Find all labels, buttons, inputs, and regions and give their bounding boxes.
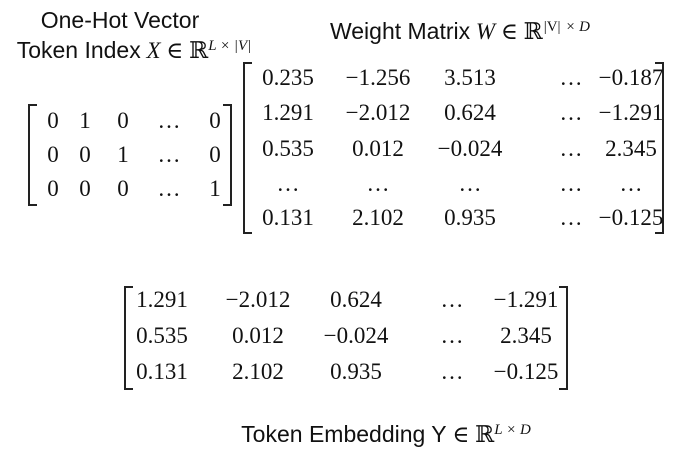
- matrix-cell: 0: [209, 142, 221, 167]
- matrix-cell: 0: [117, 108, 129, 133]
- matrix-cell: −1.291: [493, 287, 559, 312]
- matrix-cell: −2.012: [225, 287, 291, 312]
- reals-symbol: ℝ: [523, 19, 543, 44]
- weight-dimension-vocab: |V|: [543, 18, 561, 35]
- matrix-cell: 0.235: [262, 65, 314, 90]
- matrix-cell: 0.535: [136, 323, 188, 348]
- matrix-cell: 0: [209, 108, 221, 133]
- matrix-cell: …: [619, 171, 643, 196]
- matrix-cell: …: [440, 359, 464, 384]
- matrix-cell: 0.131: [136, 359, 188, 384]
- weight-dimension-d: × D: [561, 18, 591, 35]
- matrix-cell: 2.345: [605, 136, 657, 161]
- matrix-cell: …: [157, 108, 181, 133]
- token-embedding-label: Token Embedding Y ∈ ℝL × D: [241, 421, 531, 448]
- matrix-cell: 0.624: [444, 100, 496, 125]
- matrix-cell: 2.102: [352, 205, 404, 230]
- matrix-cell: 0: [47, 176, 59, 201]
- in-symbol: ∈: [500, 19, 518, 44]
- weight-matrix-text: Weight Matrix: [329, 18, 471, 44]
- left-bracket: [243, 62, 252, 234]
- matrix-cell: −0.187: [598, 65, 664, 90]
- right-bracket: [655, 62, 664, 234]
- matrix-cell: 1.291: [262, 100, 314, 125]
- matrix-cell: 0: [47, 108, 59, 133]
- matrix-cell: 0: [47, 142, 59, 167]
- matrix-cell: 0.012: [352, 136, 404, 161]
- left-bracket: [28, 104, 37, 206]
- matrix-cell: …: [366, 171, 390, 196]
- matrix-cell: 2.102: [232, 359, 284, 384]
- weight-matrix: 0.235 −1.256 3.513 … −0.187 1.291 −2.012 0.624 ……: [243, 62, 664, 234]
- matrix-cell: 0.535: [262, 136, 314, 161]
- matrix-cell: …: [276, 171, 300, 196]
- matrix-cell: −1.291: [598, 100, 664, 125]
- matrix-cell: 0.012: [232, 323, 284, 348]
- reals-symbol: ℝ: [475, 422, 495, 447]
- matrix-cell: 0.131: [262, 205, 314, 230]
- in-symbol: ∈: [166, 38, 184, 63]
- matrix-cell: 0: [79, 176, 91, 201]
- left-bracket: [124, 286, 133, 390]
- matrix-cell: …: [440, 323, 464, 348]
- matrix-cell: 0: [117, 176, 129, 201]
- one-hot-matrix-grid: 0 1 0… 0 0 0 1… 0 0 0 0… 1: [28, 104, 232, 206]
- right-bracket: [559, 286, 568, 390]
- one-hot-vector-title-text: One-Hot Vector: [40, 7, 200, 33]
- matrix-cell: −0.125: [493, 359, 559, 384]
- one-hot-vector-title: One-Hot Vector: [41, 7, 200, 34]
- matrix-cell: 1: [117, 142, 129, 167]
- matrix-cell: …: [157, 142, 181, 167]
- one-hot-matrix: 0 1 0… 0 0 0 1… 0 0 0 0… 1: [28, 104, 232, 206]
- weight-matrix-label: Weight Matrix W ∈ ℝ|V| × D: [330, 18, 590, 45]
- weight-matrix-variable: W: [475, 19, 496, 44]
- matrix-cell: −1.256: [345, 65, 411, 90]
- weight-matrix-grid: 0.235 −1.256 3.513 … −0.187 1.291 −2.012 0.624 ……: [243, 62, 664, 234]
- matrix-cell: 1.291: [136, 287, 188, 312]
- token-index-label: Token Index X ∈ ℝL × |V|: [17, 37, 252, 64]
- token-embedding-dimension: L × D: [494, 421, 531, 438]
- matrix-cell: …: [559, 65, 583, 90]
- matrix-cell: …: [559, 136, 583, 161]
- matrix-cell: −0.024: [323, 323, 389, 348]
- matrix-cell: 0.935: [330, 359, 382, 384]
- matrix-cell: 0: [79, 142, 91, 167]
- in-symbol: ∈: [452, 422, 470, 447]
- right-bracket: [223, 104, 232, 206]
- token-index-text: Token Index: [16, 37, 141, 63]
- matrix-cell: 2.345: [500, 323, 552, 348]
- token-index-variable: X: [146, 38, 161, 63]
- reals-symbol: ℝ: [189, 38, 209, 63]
- matrix-cell: 0.624: [330, 287, 382, 312]
- matrix-cell: 1: [79, 108, 91, 133]
- matrix-cell: 0.935: [444, 205, 496, 230]
- matrix-cell: −2.012: [345, 100, 411, 125]
- matrix-cell: …: [559, 171, 583, 196]
- embedding-matrix: 1.291 −2.012 0.624 … −1.291 0.535 0.012 −0.024 ……: [124, 286, 568, 390]
- matrix-cell: 3.513: [444, 65, 496, 90]
- token-index-dimension: L × |V|: [208, 37, 252, 54]
- matrix-cell: −0.125: [598, 205, 664, 230]
- matrix-cell: …: [440, 287, 464, 312]
- matrix-cell: …: [559, 205, 583, 230]
- embedding-matrix-grid: 1.291 −2.012 0.624 … −1.291 0.535 0.012 −0.024 ……: [124, 286, 568, 390]
- matrix-cell: …: [157, 176, 181, 201]
- token-embedding-text: Token Embedding Y: [241, 421, 447, 447]
- matrix-cell: …: [458, 171, 482, 196]
- matrix-cell: 1: [209, 176, 221, 201]
- matrix-cell: −0.024: [437, 136, 503, 161]
- matrix-cell: …: [559, 100, 583, 125]
